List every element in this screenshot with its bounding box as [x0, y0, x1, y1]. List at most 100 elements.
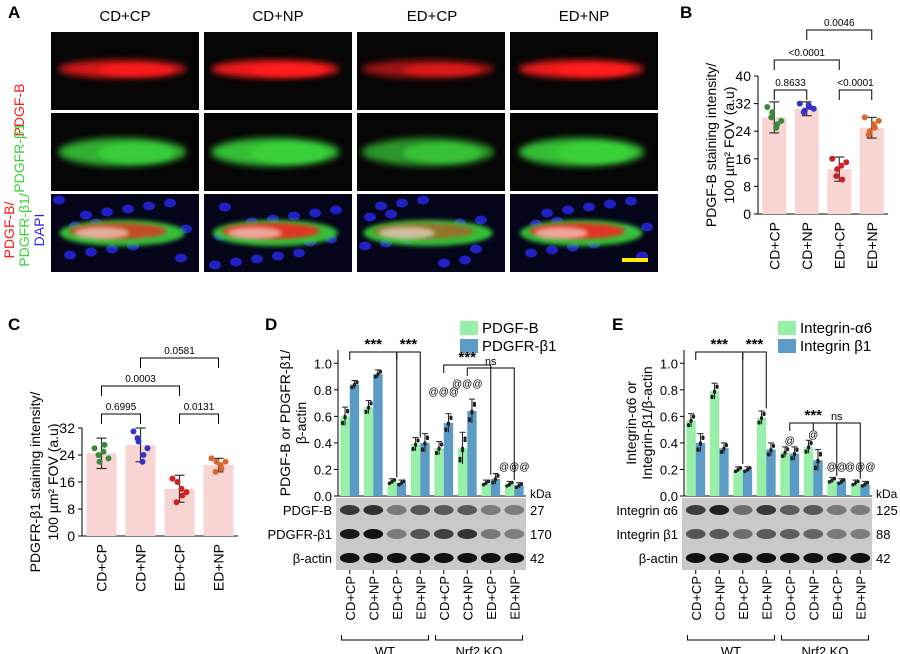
vessel-colocalization: [74, 227, 129, 239]
nucleus-blob: [251, 254, 263, 264]
data-point: [843, 159, 850, 166]
data-point: [724, 443, 729, 447]
data-point: [208, 455, 215, 462]
blot-band: [433, 529, 454, 539]
bar-pdgf-b-4: [410, 444, 421, 496]
data-point: [804, 449, 808, 453]
column-label-ed-cp: ED+CP: [407, 8, 457, 25]
significance-bracket: [695, 351, 744, 465]
x-tick-label-cd-np: CD+NP: [133, 544, 149, 592]
data-point: [399, 481, 404, 485]
nucleus-blob: [583, 202, 595, 212]
nucleus-blob: [604, 199, 616, 209]
blot-label-pdgfr-1: PDGFR-β1: [267, 527, 332, 542]
data-point: [696, 447, 700, 451]
vessel-colocalization: [534, 227, 588, 239]
bar-pdgf-b-7: [481, 482, 491, 496]
nucleus-blob: [470, 244, 482, 254]
y-tick-label: 1.0: [660, 356, 678, 371]
blot-band: [685, 529, 706, 539]
comparison-mark: @@: [827, 462, 847, 473]
comparison-mark: @: [785, 436, 795, 447]
data-point: [701, 435, 705, 439]
y-tick-label: 8: [67, 501, 75, 517]
row-label-merge-pdgf-b: PDGF-B/: [1, 202, 17, 259]
bar-pdgfr-1-4: [420, 442, 430, 496]
significance-bracket: [140, 357, 219, 368]
micrograph-3-3: [357, 194, 505, 272]
data-point: [95, 452, 102, 458]
data-point: [748, 466, 752, 470]
nucleus-blob: [625, 196, 637, 206]
y-tick-label: 32: [59, 420, 75, 436]
data-point: [766, 452, 771, 456]
micrograph-3-1: [51, 194, 199, 272]
data-point: [816, 458, 820, 462]
bar-pdgf-b-1: [340, 416, 350, 496]
nucleus-blob: [80, 210, 92, 220]
p-value-label: <0.0001: [837, 78, 874, 89]
blot-band: [386, 553, 407, 563]
blot-band: [709, 505, 730, 515]
data-point: [805, 102, 812, 109]
data-point: [350, 385, 354, 389]
y-tick-label: 0.2: [660, 462, 678, 477]
bar-pdgfr-1-6: [467, 411, 477, 496]
data-point: [839, 479, 844, 483]
nucleus-blob: [175, 253, 187, 263]
nucleus-blob: [562, 205, 574, 215]
nucleus-blob: [53, 195, 65, 205]
x-tick-label-cd-cp: CD+CP: [94, 544, 110, 592]
data-point: [778, 117, 785, 124]
row-label-merge-dapi: DAPI: [31, 214, 47, 247]
group-bracket: [687, 635, 775, 641]
data-point: [420, 447, 425, 451]
data-point: [861, 114, 868, 121]
nucleus-blob: [364, 212, 376, 222]
data-point: [460, 449, 465, 453]
data-point: [449, 415, 453, 419]
significance-bracket: [101, 413, 141, 424]
y-axis-label-line1: PDGFR-β1 staining intensity/: [27, 392, 43, 573]
y-tick-label: 0.2: [314, 462, 332, 477]
data-point: [434, 450, 439, 455]
data-point: [863, 482, 867, 486]
column-label-ed-np: ED+NP: [559, 8, 609, 25]
data-point: [519, 482, 524, 486]
bar-integrin-6-4: [756, 417, 767, 496]
data-point: [366, 405, 371, 409]
significance-bracket: [443, 364, 492, 475]
x-tick-label-cd-cp: CD+CP: [783, 576, 798, 620]
data-point: [785, 447, 790, 451]
data-point: [698, 441, 703, 445]
p-value-label: 0.0131: [184, 402, 215, 413]
blot-band: [803, 529, 824, 539]
data-point: [491, 480, 495, 484]
data-point: [416, 438, 420, 442]
y-tick-label: 0.8: [314, 383, 332, 398]
signal-core: [402, 64, 482, 76]
nucleus-blob: [359, 241, 371, 251]
blot-band: [363, 505, 384, 515]
nucleus-blob: [122, 204, 134, 214]
data-point: [796, 100, 803, 107]
data-point: [865, 480, 870, 484]
bar-pdgfr-1-8: [514, 485, 524, 496]
data-point: [790, 456, 794, 460]
data-point: [467, 417, 472, 421]
blot-band: [386, 529, 407, 539]
comparison-mark: @@@: [499, 462, 529, 473]
blot-kda-actin: 42: [530, 551, 544, 566]
blot-band: [732, 529, 753, 539]
p-value-label: 0.0046: [824, 18, 855, 29]
data-point: [378, 369, 383, 373]
blot-band: [410, 505, 431, 515]
blot-band: [756, 505, 777, 515]
data-point: [771, 443, 776, 447]
nucleus-blob: [293, 248, 305, 258]
significance-bracket: [812, 422, 861, 479]
y-axis-label-line1: Integrin-α6 or: [623, 381, 639, 465]
data-point: [837, 481, 841, 485]
bar-pdgf-b-8: [504, 484, 515, 496]
data-point: [222, 458, 229, 465]
